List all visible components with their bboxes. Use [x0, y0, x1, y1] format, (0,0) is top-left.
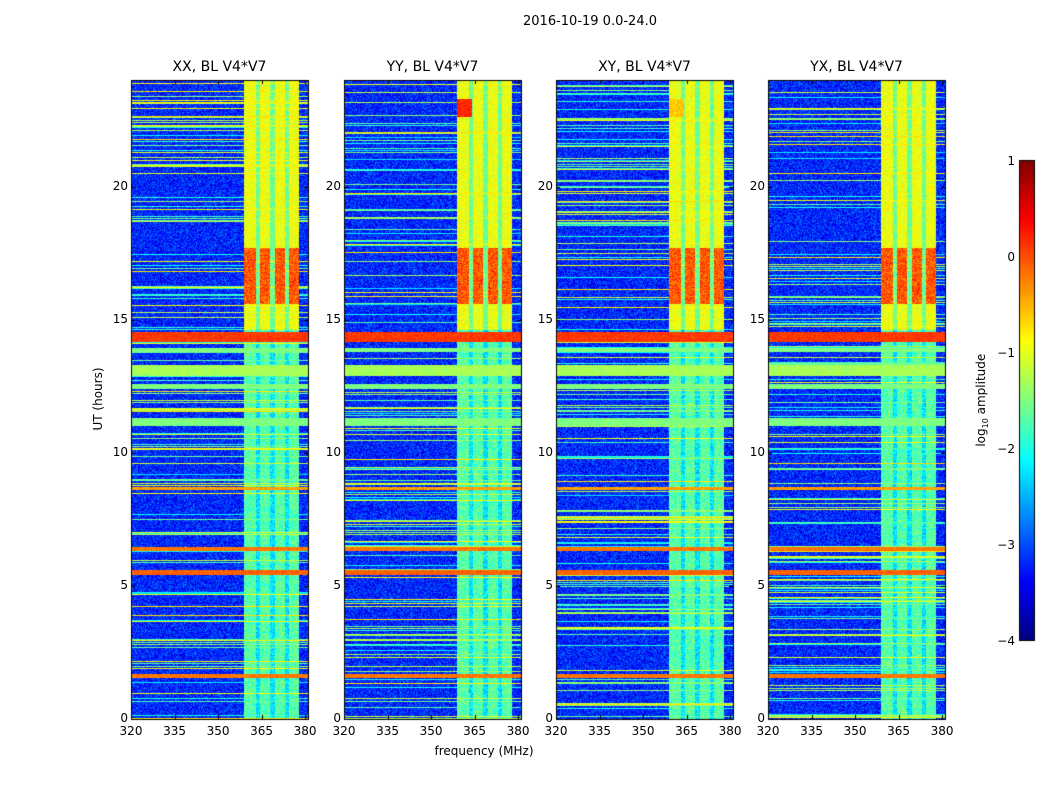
panel-title-3: YX, BL V4*V7 [810, 59, 903, 75]
panel-title-2: XY, BL V4*V7 [598, 59, 691, 75]
figure-suptitle: 2016-10-19 0.0-24.0 [523, 14, 657, 29]
x-tick-label: 380 [930, 724, 954, 738]
colorbar-tick-label: 0 [1007, 250, 1015, 264]
y-tick-label: 0 [120, 711, 128, 725]
y-axis-label: UT (hours) [91, 367, 105, 431]
x-tick-label: 350 [843, 724, 867, 738]
y-tick-label: 15 [112, 311, 128, 326]
y-tick-label: 15 [749, 311, 765, 326]
panel-title-0: XX, BL V4*V7 [172, 59, 267, 75]
x-tick-label: 380 [293, 724, 317, 738]
x-tick-label: 350 [206, 724, 230, 738]
y-tick-label: 20 [537, 178, 553, 193]
y-tick-label: 20 [749, 178, 765, 193]
x-tick-label: 335 [163, 724, 186, 738]
x-tick-label: 365 [250, 724, 274, 738]
y-tick-label: 0 [545, 711, 553, 725]
y-tick-label: 20 [325, 178, 341, 193]
y-tick-label: 5 [545, 577, 553, 592]
x-tick-label: 320 [756, 724, 780, 738]
x-tick-label: 335 [588, 724, 611, 738]
y-tick-label: 0 [757, 711, 765, 725]
colorbar-tick-label: −4 [997, 634, 1015, 648]
x-axis-label: frequency (MHz) [434, 744, 534, 758]
colorbar-tick-label: −3 [997, 538, 1015, 552]
y-tick-label: 15 [325, 311, 341, 326]
x-tick-label: 320 [332, 724, 356, 738]
y-tick-label: 15 [537, 311, 553, 326]
x-tick-label: 365 [675, 724, 699, 738]
colorbar-tick-label: −2 [997, 442, 1015, 456]
y-tick-label: 10 [749, 444, 765, 459]
x-tick-label: 320 [119, 724, 143, 738]
y-tick-label: 20 [112, 178, 128, 193]
colorbar-label: log10 amplitude [973, 353, 991, 447]
x-tick-label: 365 [887, 724, 911, 738]
colorbar-tick-label: −1 [997, 346, 1015, 360]
x-tick-label: 365 [463, 724, 487, 738]
y-tick-label: 10 [112, 444, 128, 459]
x-tick-label: 380 [506, 724, 530, 738]
x-tick-label: 350 [631, 724, 655, 738]
x-tick-label: 320 [544, 724, 568, 738]
x-tick-label: 350 [419, 724, 443, 738]
colorbar-tick-label: 1 [1007, 154, 1015, 168]
y-tick-label: 0 [333, 711, 341, 725]
y-tick-label: 10 [325, 444, 341, 459]
x-tick-label: 380 [718, 724, 742, 738]
y-tick-label: 10 [537, 444, 553, 459]
y-tick-label: 5 [120, 577, 128, 592]
y-tick-label: 5 [757, 577, 765, 592]
x-tick-label: 335 [376, 724, 399, 738]
panel-title-1: YY, BL V4*V7 [386, 59, 479, 75]
y-tick-label: 5 [333, 577, 341, 592]
x-tick-label: 335 [800, 724, 823, 738]
